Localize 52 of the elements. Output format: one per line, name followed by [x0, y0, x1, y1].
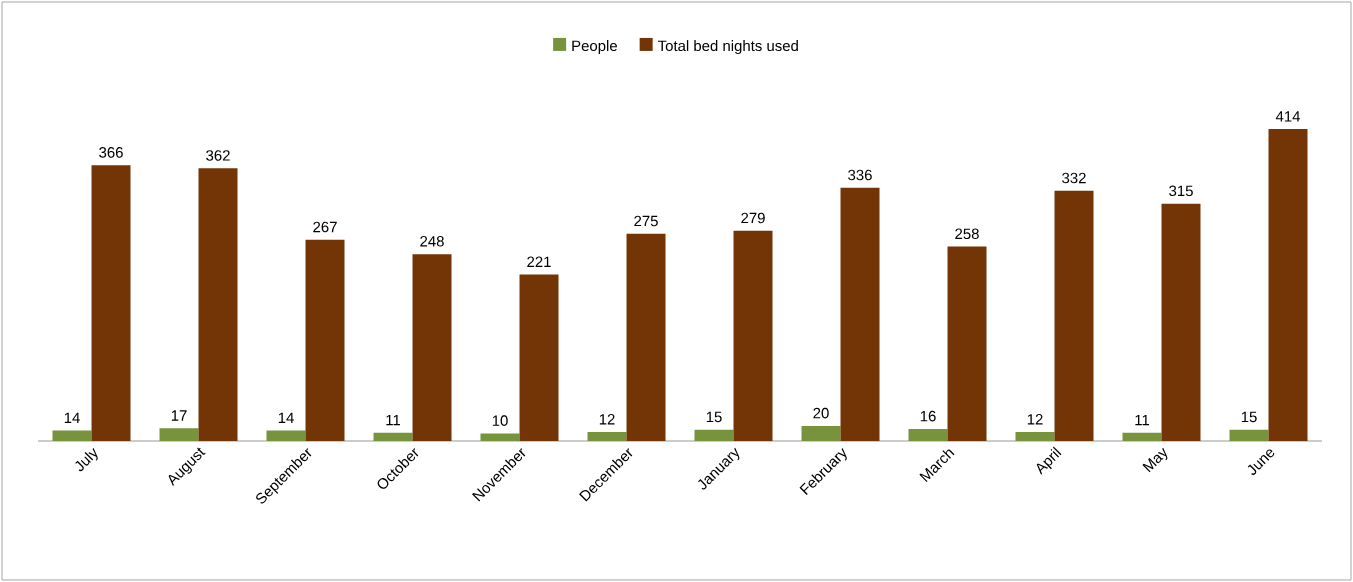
x-tick-label: May	[1142, 447, 1168, 473]
data-label: 20	[813, 407, 829, 419]
bar	[412, 254, 452, 441]
bar	[840, 187, 880, 441]
data-label: 279	[741, 212, 765, 224]
data-label: 258	[955, 228, 979, 240]
bar	[947, 246, 987, 441]
bar	[626, 233, 666, 441]
data-label: 362	[206, 150, 230, 161]
bar	[519, 274, 559, 441]
data-label: 267	[313, 221, 337, 233]
bar	[1015, 431, 1055, 441]
data-label: 315	[1169, 185, 1193, 197]
bar	[1122, 432, 1162, 441]
bar	[373, 432, 413, 441]
data-label: 11	[1135, 414, 1150, 426]
bar	[480, 433, 520, 441]
data-label: 221	[527, 256, 551, 267]
data-label: 14	[64, 412, 80, 423]
bar	[159, 428, 199, 441]
data-label: 15	[706, 411, 722, 423]
legend-label: Total bed nights used	[657, 40, 798, 55]
data-label: 10	[492, 415, 508, 426]
bar	[1268, 129, 1308, 441]
bar	[198, 168, 238, 441]
bar	[266, 430, 306, 441]
bar	[908, 428, 948, 441]
bar	[1054, 190, 1094, 441]
bar	[1229, 429, 1269, 441]
data-label: 12	[599, 413, 615, 425]
data-label: 14	[278, 412, 294, 423]
bar	[91, 165, 131, 441]
data-label: 366	[99, 147, 123, 158]
bar	[1161, 203, 1201, 441]
data-label: 12	[1027, 413, 1043, 425]
x-tick-label: July	[75, 448, 98, 472]
bar	[694, 429, 734, 441]
data-label: 414	[1275, 111, 1301, 122]
data-label: 248	[420, 236, 444, 247]
data-label: 17	[171, 410, 187, 421]
bar	[52, 430, 92, 441]
data-label: 336	[848, 169, 872, 181]
legend-label: People	[572, 40, 617, 55]
bar	[801, 425, 841, 441]
data-label: 275	[634, 215, 658, 227]
data-label: 15	[1241, 411, 1257, 423]
bar	[587, 431, 627, 441]
data-label: 11	[386, 414, 401, 426]
data-label: 332	[1062, 172, 1086, 184]
data-label: 16	[920, 410, 936, 422]
bar	[305, 239, 345, 441]
bar	[733, 230, 773, 441]
